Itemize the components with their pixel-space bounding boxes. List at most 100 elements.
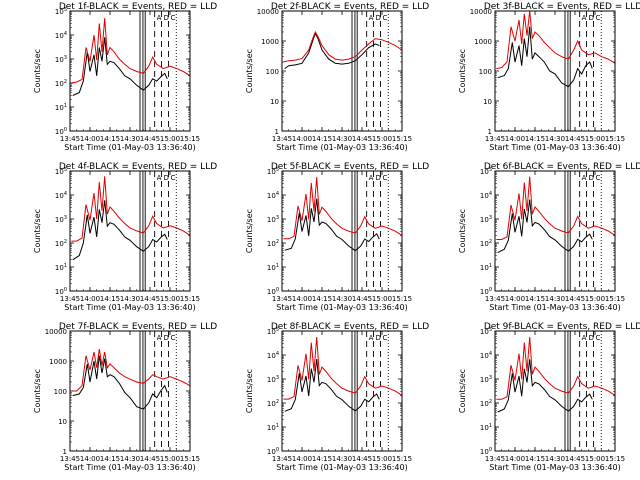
y-tick-label: 105 <box>267 167 279 176</box>
y-axis-label: Counts/sec <box>458 369 467 413</box>
marker-label: A <box>369 334 374 342</box>
y-tick-label: 100 <box>267 447 279 456</box>
y-axis-label: Counts/sec <box>245 49 254 93</box>
x-tick-label: 14:15 <box>100 295 120 303</box>
y-axis-label: Counts/sec <box>245 369 254 413</box>
y-axis-label: Counts/sec <box>458 49 467 93</box>
x-tick-label: 14:30 <box>120 295 140 303</box>
x-tick-label: 14:15 <box>312 455 332 463</box>
x-axis-label: Start Time (01-May-03 13:36:40) <box>489 303 620 312</box>
plot-frame <box>494 170 616 292</box>
x-tick-label: 14:00 <box>80 295 100 303</box>
y-tick-label: 105 <box>480 327 492 336</box>
x-tick-label: 14:30 <box>545 295 565 303</box>
panel-title: Det 9f-BLACK = Events, RED = LLD <box>484 322 640 332</box>
marker-label: A <box>157 174 162 182</box>
x-tick-label: 14:00 <box>292 295 312 303</box>
marker-label: C <box>383 14 388 22</box>
x-tick-label: 14:00 <box>505 455 525 463</box>
y-tick-label: 103 <box>480 375 492 384</box>
y-tick-label: 100 <box>266 68 279 76</box>
y-tick-label: 10000 <box>257 8 279 16</box>
x-tick-label: 15:15 <box>392 295 412 303</box>
x-axis-label: Start Time (01-May-03 13:36:40) <box>276 463 407 472</box>
x-tick-label: 13:45 <box>272 135 292 143</box>
x-tick-label: 14:00 <box>505 295 525 303</box>
series-line-lld <box>71 176 191 242</box>
y-tick-label: 100 <box>55 127 67 136</box>
marker-label: C <box>171 14 176 22</box>
panel-title: Det 8f-BLACK = Events, RED = LLD <box>271 322 429 332</box>
y-tick-label: 1 <box>63 448 67 456</box>
x-tick-label: 13:45 <box>60 455 80 463</box>
x-tick-label: 14:45 <box>565 135 585 143</box>
marker-label: C <box>596 174 601 182</box>
panel-det-1: Det 1f-BLACK = Events, RED = LLD Counts/s… <box>33 2 217 152</box>
panel-title: Det 2f-BLACK = Events, RED = LLD <box>271 2 429 12</box>
y-tick-label: 10 <box>58 418 67 426</box>
x-tick-label: 15:00 <box>372 135 392 143</box>
x-tick-label: 14:00 <box>80 135 100 143</box>
x-tick-label: 15:15 <box>180 455 200 463</box>
marker-label: D <box>375 334 380 342</box>
y-tick-label: 100 <box>479 68 492 76</box>
y-tick-label: 102 <box>55 239 67 248</box>
marker-label: D <box>163 174 168 182</box>
y-tick-label: 10 <box>270 98 279 106</box>
y-axis-label: Counts/sec <box>458 209 467 253</box>
marker-label: C <box>383 334 388 342</box>
series-line-events <box>72 37 168 96</box>
plot-frame <box>69 10 191 132</box>
x-tick-label: 14:45 <box>140 455 160 463</box>
x-tick-label: 13:45 <box>272 295 292 303</box>
y-axis-label: Counts/sec <box>245 209 254 253</box>
y-tick-label: 105 <box>55 167 67 176</box>
series-line-events <box>284 32 380 70</box>
x-axis-label: Start Time (01-May-03 13:36:40) <box>64 303 195 312</box>
y-tick-label: 102 <box>480 239 492 248</box>
x-tick-label: 14:00 <box>80 455 100 463</box>
panel-det-7: Det 7f-BLACK = Events, RED = LLD Counts/s… <box>33 322 217 472</box>
y-tick-label: 102 <box>55 79 67 88</box>
y-tick-label: 1000 <box>261 38 279 46</box>
series-line-lld <box>496 10 616 70</box>
x-tick-label: 14:30 <box>120 135 140 143</box>
series-line-lld <box>496 336 616 400</box>
x-tick-label: 15:00 <box>160 135 180 143</box>
x-tick-label: 13:45 <box>485 135 505 143</box>
panel-title: Det 1f-BLACK = Events, RED = LLD <box>59 2 217 12</box>
x-tick-label: 14:30 <box>545 455 565 463</box>
x-tick-label: 13:45 <box>485 295 505 303</box>
panel-det-9: Det 9f-BLACK = Events, RED = LLD Counts/s… <box>458 322 640 472</box>
x-tick-label: 14:30 <box>120 455 140 463</box>
x-tick-label: 15:15 <box>392 135 412 143</box>
marker-label: A <box>157 14 162 22</box>
x-tick-label: 14:45 <box>352 455 372 463</box>
x-tick-label: 14:15 <box>312 295 332 303</box>
panel-det-8: Det 8f-BLACK = Events, RED = LLD Counts/s… <box>245 322 429 472</box>
marker-label: D <box>588 14 593 22</box>
panel-det-5: Det 5f-BLACK = Events, RED = LLD Counts/s… <box>245 162 429 312</box>
panel-title: Det 4f-BLACK = Events, RED = LLD <box>59 162 217 172</box>
panel-title: Det 6f-BLACK = Events, RED = LLD <box>484 162 640 172</box>
marker-label: A <box>369 174 374 182</box>
x-tick-label: 14:15 <box>312 135 332 143</box>
panel-title: Det 5f-BLACK = Events, RED = LLD <box>271 162 429 172</box>
x-tick-label: 15:00 <box>372 295 392 303</box>
x-tick-label: 14:30 <box>332 135 352 143</box>
plot-frame <box>69 170 191 292</box>
y-tick-label: 104 <box>55 191 67 200</box>
plot-frame <box>281 170 403 292</box>
y-tick-label: 104 <box>55 31 67 40</box>
y-tick-label: 103 <box>267 375 279 384</box>
plot-frame <box>494 10 616 132</box>
marker-label: D <box>163 14 168 22</box>
series-line-events <box>72 200 168 261</box>
series-line-lld <box>496 176 616 240</box>
marker-label: A <box>369 14 374 22</box>
series-line-events <box>497 359 593 413</box>
series-line-lld <box>283 30 403 63</box>
x-tick-label: 13:45 <box>485 455 505 463</box>
y-tick-label: 100 <box>267 287 279 296</box>
y-tick-label: 100 <box>54 388 67 396</box>
